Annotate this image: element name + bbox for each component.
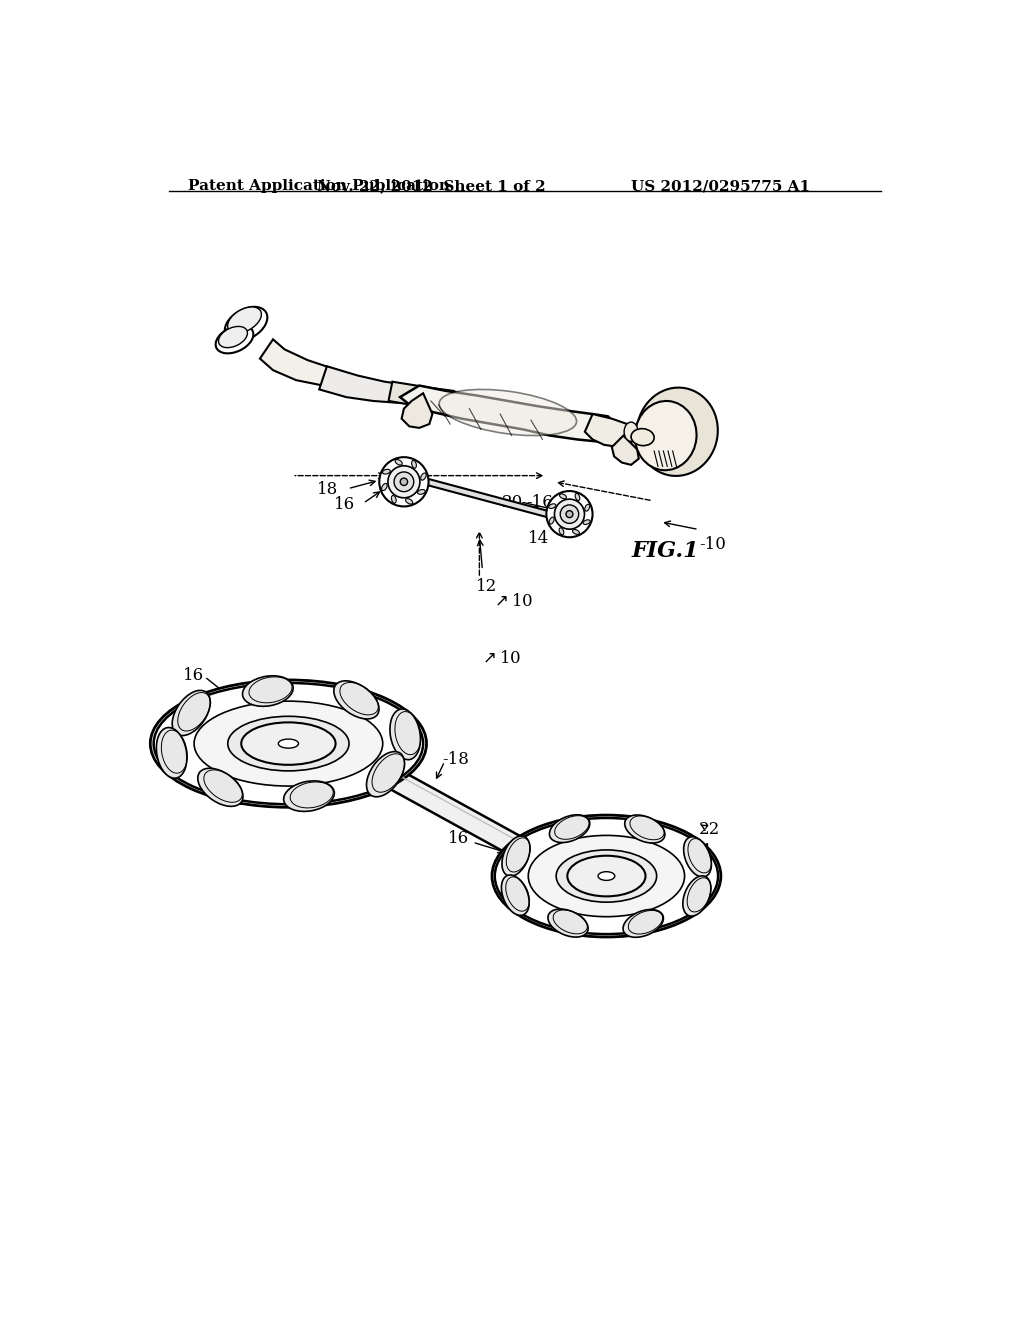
Ellipse shape [502, 836, 530, 876]
Ellipse shape [550, 814, 590, 842]
Polygon shape [260, 339, 331, 385]
Ellipse shape [559, 494, 566, 499]
Ellipse shape [395, 459, 402, 465]
Text: FIG.2: FIG.2 [219, 788, 287, 810]
Ellipse shape [567, 855, 645, 896]
Ellipse shape [195, 701, 383, 785]
Text: $\nearrow$10: $\nearrow$10 [478, 651, 521, 668]
Ellipse shape [600, 873, 613, 879]
Ellipse shape [583, 520, 590, 524]
Circle shape [554, 499, 585, 529]
Ellipse shape [549, 517, 554, 524]
Ellipse shape [637, 388, 718, 477]
Text: -18: -18 [442, 751, 469, 767]
Ellipse shape [216, 325, 253, 354]
Text: 12: 12 [476, 578, 497, 595]
Text: 20: 20 [502, 494, 523, 511]
Ellipse shape [575, 494, 580, 500]
Circle shape [560, 506, 579, 524]
Text: 12: 12 [504, 895, 524, 912]
Ellipse shape [334, 681, 379, 719]
Ellipse shape [390, 709, 421, 760]
Ellipse shape [625, 814, 665, 843]
Ellipse shape [218, 326, 248, 347]
Text: Patent Application Publication: Patent Application Publication [188, 180, 451, 193]
Text: 12: 12 [221, 783, 243, 800]
Ellipse shape [625, 422, 638, 441]
Circle shape [566, 511, 572, 517]
Text: -10: -10 [698, 536, 726, 553]
Ellipse shape [418, 490, 425, 494]
Ellipse shape [439, 389, 577, 436]
Ellipse shape [242, 722, 336, 764]
Polygon shape [585, 414, 635, 447]
Ellipse shape [631, 429, 654, 446]
Ellipse shape [227, 308, 261, 333]
Text: 16: 16 [449, 830, 469, 847]
Text: 16: 16 [334, 496, 355, 513]
Text: 24: 24 [691, 843, 713, 859]
Text: -16: -16 [526, 494, 553, 511]
Text: 24: 24 [327, 760, 348, 776]
Text: 22: 22 [698, 821, 720, 838]
Polygon shape [611, 436, 639, 465]
Circle shape [388, 466, 420, 498]
Ellipse shape [572, 529, 580, 535]
Text: $\nearrow$10: $\nearrow$10 [490, 594, 534, 610]
Ellipse shape [502, 875, 529, 915]
Ellipse shape [383, 470, 390, 474]
Polygon shape [401, 393, 432, 428]
Ellipse shape [492, 814, 721, 937]
Ellipse shape [391, 495, 396, 503]
Ellipse shape [549, 504, 556, 508]
Ellipse shape [198, 768, 243, 807]
Circle shape [400, 478, 408, 486]
Ellipse shape [421, 473, 426, 480]
Text: 16: 16 [182, 668, 204, 684]
Ellipse shape [224, 306, 267, 341]
Ellipse shape [154, 682, 423, 804]
Ellipse shape [281, 741, 297, 747]
Ellipse shape [528, 836, 685, 916]
Text: US 2012/0295775 A1: US 2012/0295775 A1 [631, 180, 810, 193]
Ellipse shape [151, 680, 427, 808]
Ellipse shape [279, 739, 299, 748]
Ellipse shape [382, 483, 387, 491]
Ellipse shape [172, 690, 210, 735]
Ellipse shape [227, 717, 349, 771]
Ellipse shape [406, 499, 413, 504]
Ellipse shape [284, 781, 335, 812]
Circle shape [379, 457, 429, 507]
Ellipse shape [367, 751, 404, 797]
Ellipse shape [495, 818, 718, 935]
Ellipse shape [683, 876, 711, 916]
Ellipse shape [635, 401, 696, 470]
Polygon shape [388, 381, 462, 411]
Circle shape [547, 491, 593, 537]
Circle shape [394, 473, 414, 491]
Ellipse shape [255, 729, 323, 759]
Ellipse shape [157, 727, 187, 779]
Polygon shape [400, 385, 615, 442]
Ellipse shape [684, 837, 712, 876]
Text: FIG.1: FIG.1 [631, 540, 698, 561]
Ellipse shape [579, 862, 634, 891]
Ellipse shape [585, 504, 590, 511]
Ellipse shape [556, 850, 656, 902]
Text: 18: 18 [317, 480, 339, 498]
Polygon shape [352, 750, 548, 870]
Ellipse shape [243, 676, 293, 706]
Text: 14: 14 [528, 531, 549, 548]
Text: Nov. 22, 2012  Sheet 1 of 2: Nov. 22, 2012 Sheet 1 of 2 [316, 180, 545, 193]
Ellipse shape [412, 461, 417, 469]
Ellipse shape [623, 909, 664, 937]
Polygon shape [319, 367, 412, 404]
Ellipse shape [548, 909, 588, 937]
Ellipse shape [559, 528, 564, 535]
Ellipse shape [598, 871, 614, 880]
